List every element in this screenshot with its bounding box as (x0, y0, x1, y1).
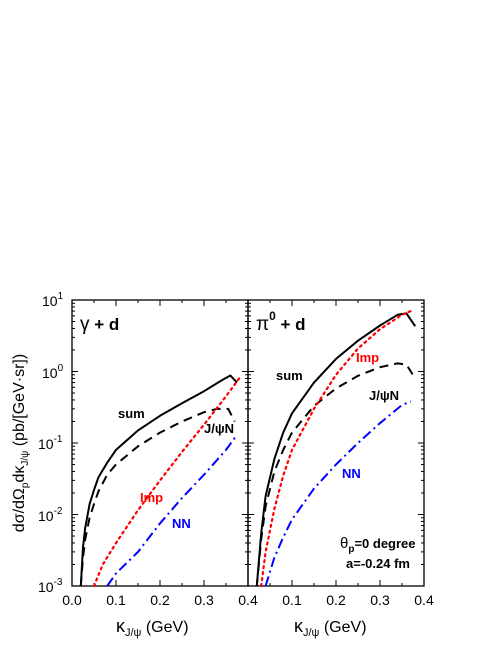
series-lines (79, 310, 417, 588)
y-tick-label-0: 100 (42, 363, 64, 381)
label-imp-left: Imp (140, 490, 163, 505)
x-tick-label: 0.3 (370, 592, 390, 608)
y-axis-label: dσ/dΩpdκJ/ψ (pb/[GeV·sr]) (11, 354, 31, 532)
label-nn-left: NN (172, 516, 191, 531)
x-axis-label-right: κJ/ψ (GeV) (294, 616, 367, 639)
x-tick-label: 0.4 (414, 592, 434, 608)
series-imp-right (260, 310, 412, 588)
series-nn-right (264, 400, 412, 587)
x-tick-labels: 0.0 0.1 0.2 0.3 0.4 0.1 0.2 0.3 0.4 (62, 592, 434, 608)
x-tick-label: 0.0 (62, 592, 82, 608)
x-tick-label: 0.2 (150, 592, 170, 608)
y-tick-labels: 101 100 10-1 10-2 10-3 (38, 291, 64, 595)
annotation-theta: θp=0 degree (340, 535, 416, 555)
x-tick-label: 0.1 (282, 592, 302, 608)
axis-ticks (71, 299, 425, 587)
series-sum-right (255, 312, 417, 587)
series-jpsin-left (79, 407, 236, 587)
series-jpsin-right (255, 362, 417, 587)
x-tick-label: 0.4 (238, 592, 258, 608)
y-tick-label-1: 101 (42, 291, 64, 309)
x-tick-label: 0.3 (194, 592, 214, 608)
y-tick-label-m1: 10-1 (38, 434, 63, 452)
left-panel-title: γ + d (80, 314, 119, 335)
label-nn-right: NN (342, 466, 361, 481)
y-tick-label-m2: 10-2 (38, 506, 63, 524)
label-imp-right: Imp (356, 350, 379, 365)
label-jpsin-left: J/ψN (204, 421, 234, 436)
series-imp-left (92, 377, 241, 588)
label-sum-right: sum (276, 368, 303, 383)
label-sum-left: sum (118, 406, 145, 421)
series-nn-left (106, 434, 238, 587)
series-sum-left (79, 374, 238, 587)
right-panel-title: π0 + d (256, 309, 306, 335)
y-tick-label-m3: 10-3 (38, 577, 63, 595)
left-panel-frame (71, 299, 249, 587)
x-tick-label: 0.2 (326, 592, 346, 608)
annotation-a: a=-0.24 fm (346, 556, 410, 571)
x-tick-label: 0.1 (106, 592, 126, 608)
label-jpsin-right: J/ψN (369, 388, 399, 403)
x-axis-label-left: κJ/ψ (GeV) (116, 616, 189, 639)
